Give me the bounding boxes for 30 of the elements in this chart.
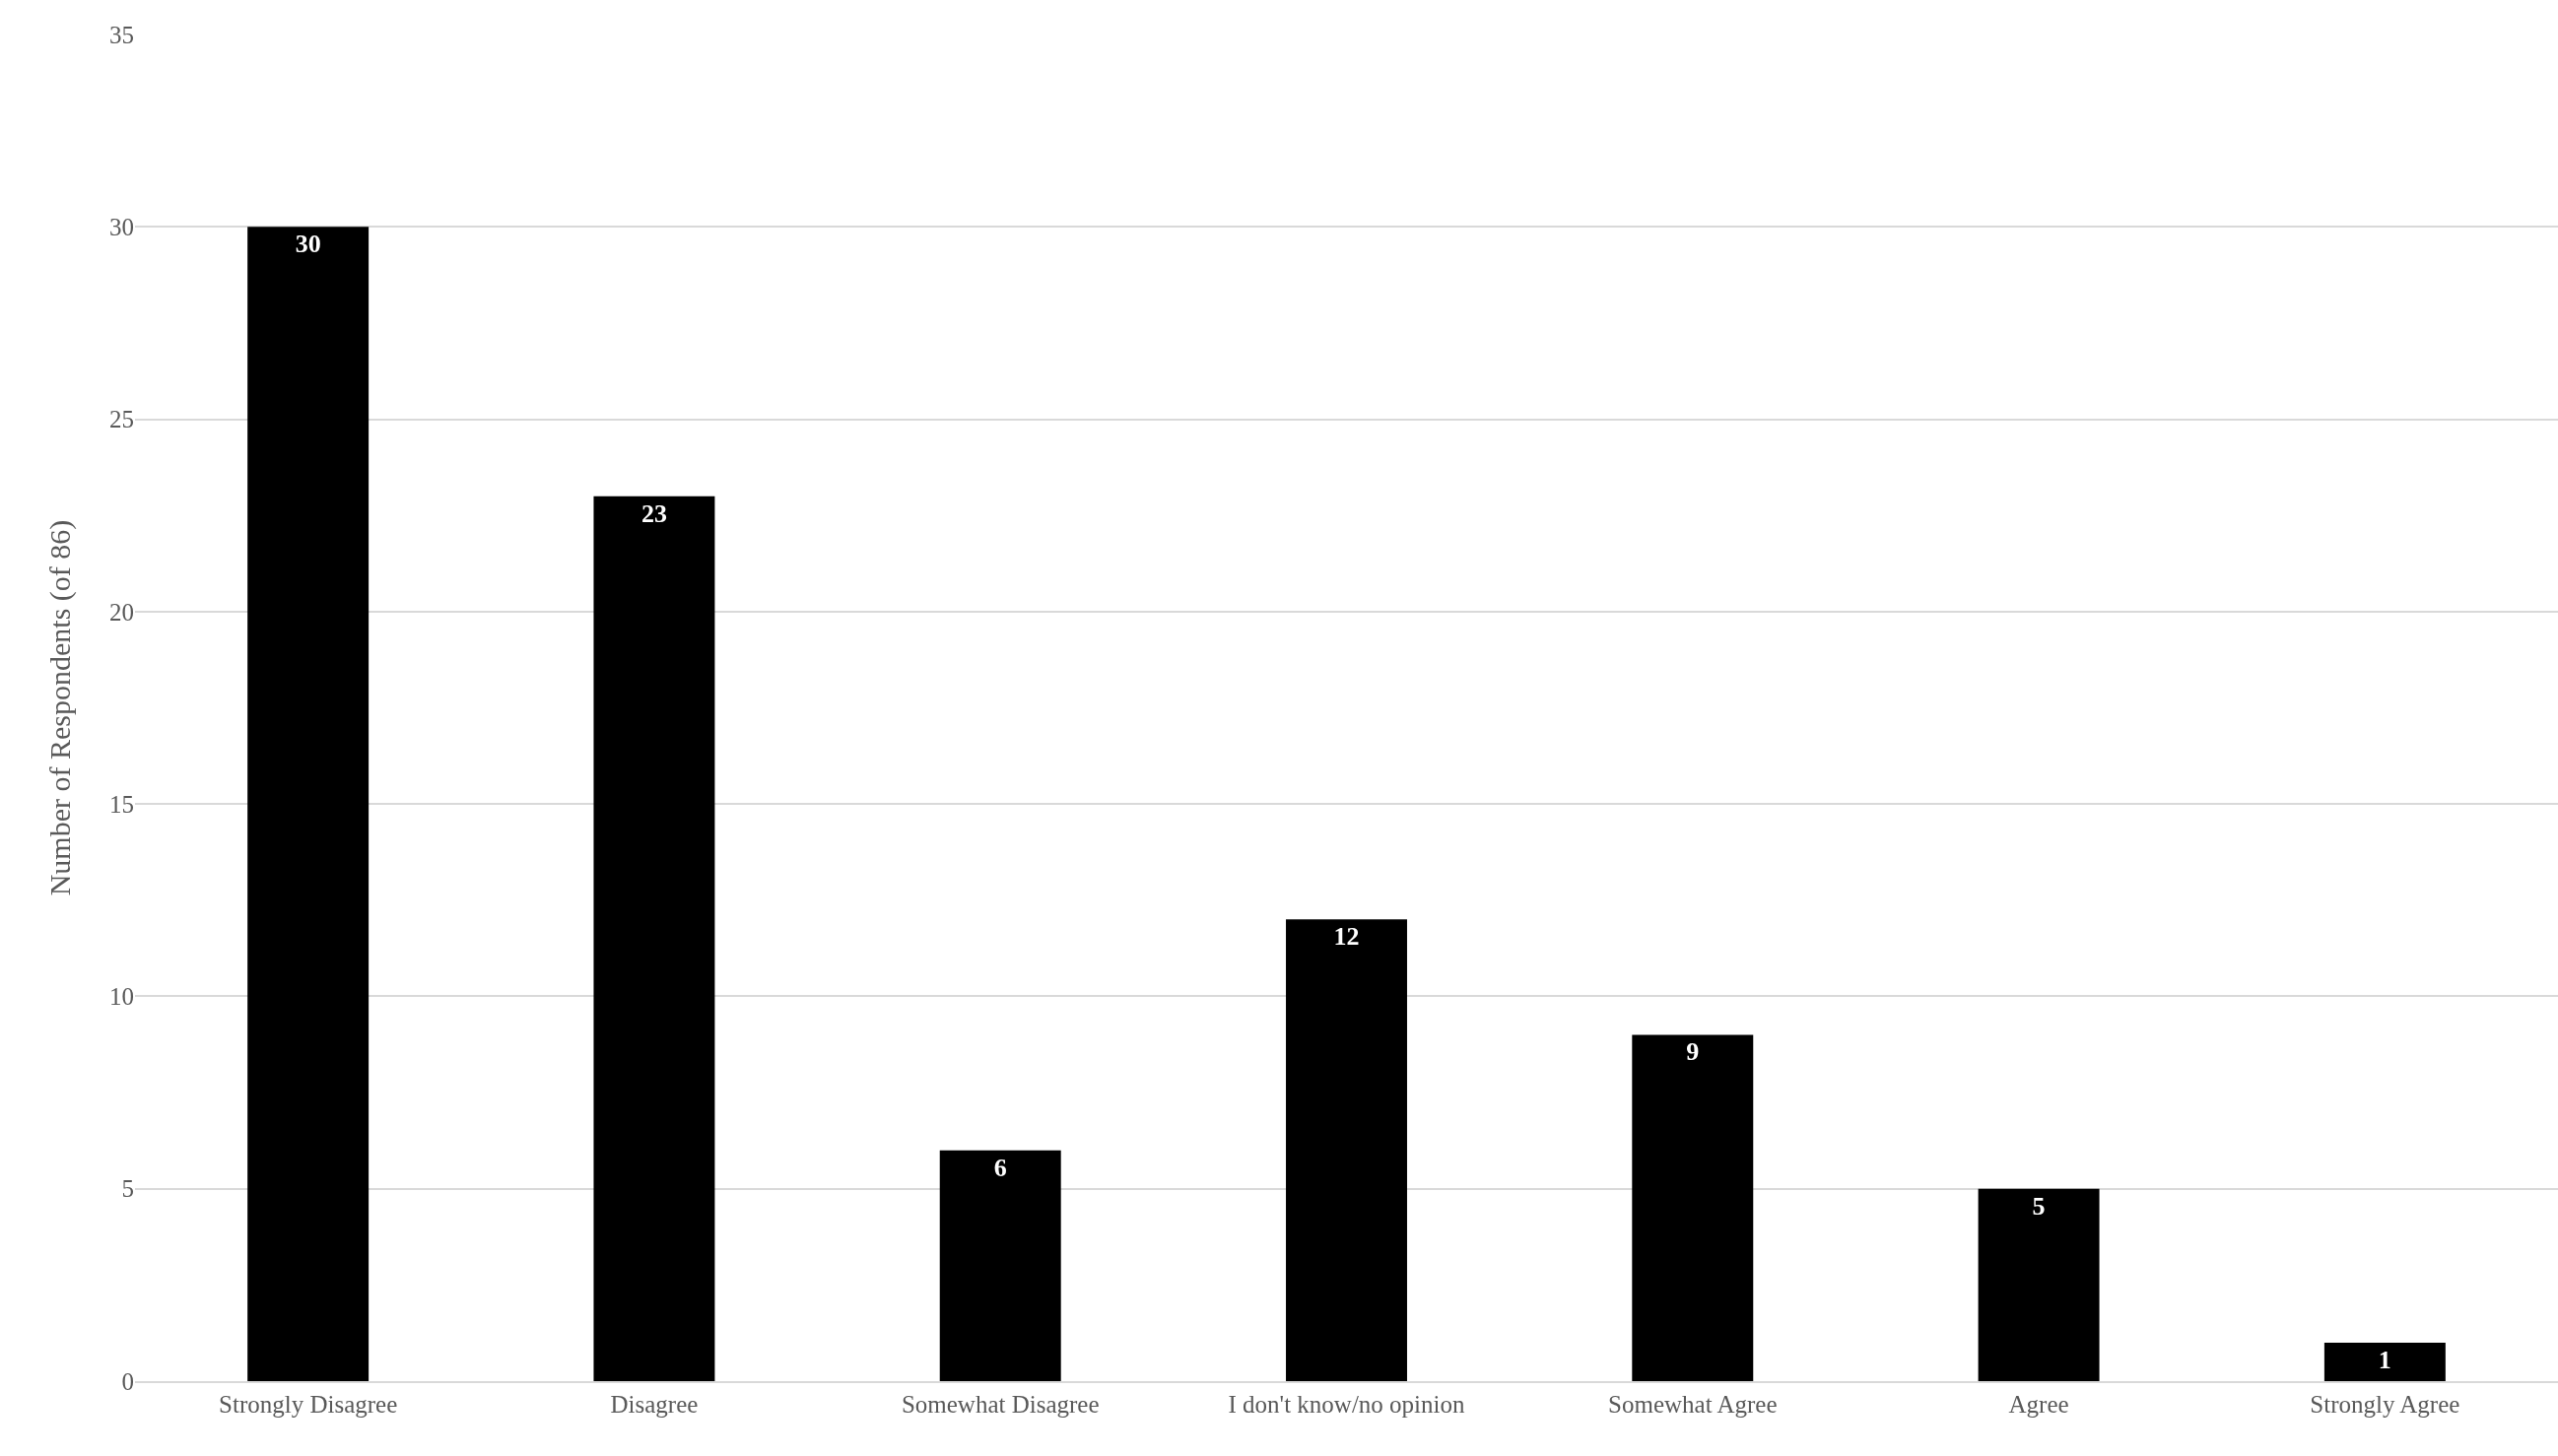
y-tick-label: 5 xyxy=(121,1175,134,1203)
data-label: 12 xyxy=(1333,922,1360,952)
x-tick-label: Strongly Disagree xyxy=(219,1391,398,1418)
x-tick-label: Disagree xyxy=(610,1391,699,1418)
data-label: 5 xyxy=(2032,1191,2046,1221)
y-tick-label: 15 xyxy=(109,790,134,818)
y-axis-title: Number of Respondents (of 86) xyxy=(43,519,77,896)
bar xyxy=(1632,1034,1754,1381)
bar xyxy=(247,227,370,1381)
y-tick-label: 20 xyxy=(109,598,134,626)
data-label: 23 xyxy=(640,498,667,528)
data-label: 6 xyxy=(993,1153,1007,1182)
bar xyxy=(2323,1342,2446,1381)
data-label: 30 xyxy=(295,230,321,259)
x-tick-label: Agree xyxy=(2008,1391,2069,1418)
x-tick-label: Strongly Agree xyxy=(2310,1391,2460,1418)
y-tick-label: 25 xyxy=(109,406,134,433)
x-tick-label: Somewhat Disagree xyxy=(901,1391,1100,1418)
bar xyxy=(939,1150,1061,1381)
y-tick-label: 0 xyxy=(121,1367,134,1395)
x-tick-label: I don't know/no opinion xyxy=(1228,1391,1465,1418)
x-tick-label: Somewhat Agree xyxy=(1608,1391,1778,1418)
data-label: 1 xyxy=(2378,1345,2391,1374)
data-label: 9 xyxy=(1686,1037,1700,1067)
y-tick-label: 35 xyxy=(109,21,134,48)
bar xyxy=(1286,919,1407,1381)
y-tick-label: 30 xyxy=(109,214,134,241)
y-tick-label: 10 xyxy=(109,983,134,1011)
bar xyxy=(593,496,715,1381)
bar xyxy=(1978,1188,2100,1381)
